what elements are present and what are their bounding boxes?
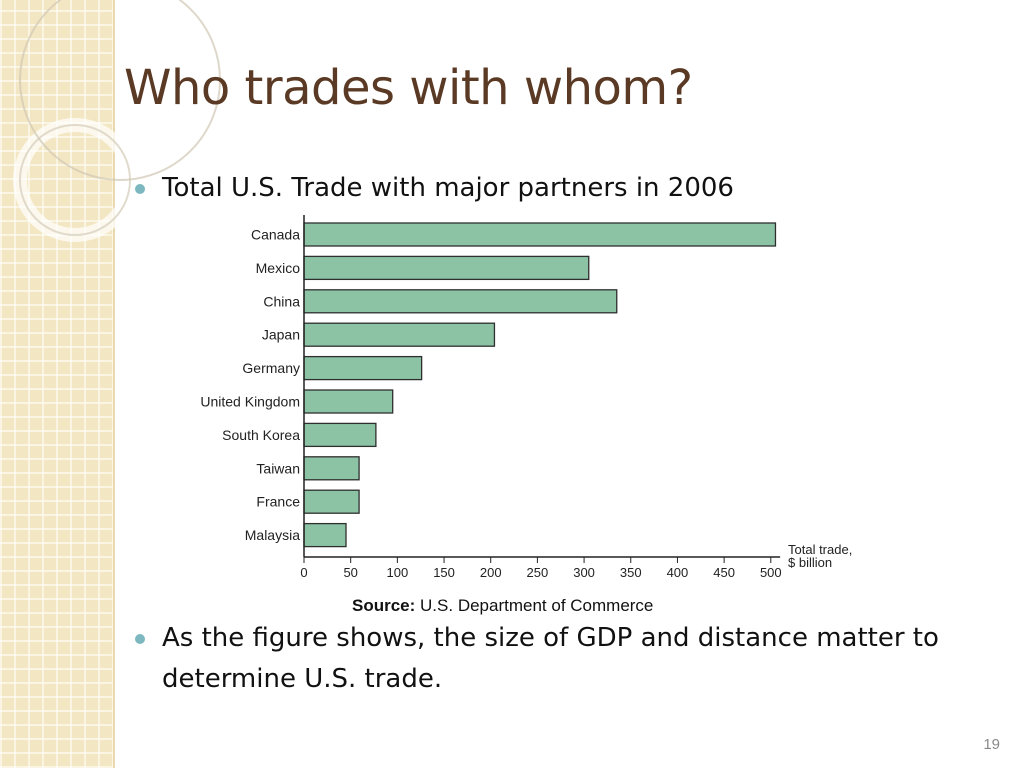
slide-title: Who trades with whom? xyxy=(124,60,693,116)
bar-mexico xyxy=(303,255,590,281)
x-tick-label: 500 xyxy=(760,565,782,580)
x-tick-label: 0 xyxy=(300,565,307,580)
category-label: United Kingdom xyxy=(200,394,300,410)
bar-malaysia xyxy=(303,522,347,548)
bar-germany xyxy=(303,355,423,381)
trade-bar-chart: Canada Mexico China Japan Germany United King… xyxy=(200,215,852,580)
x-tick-label: 150 xyxy=(433,565,455,580)
x-tick-label: 50 xyxy=(343,565,357,580)
bullet-dot-icon xyxy=(135,634,145,644)
category-label: Taiwan xyxy=(256,460,300,476)
bar-south-korea xyxy=(303,422,377,448)
category-label: Germany xyxy=(242,360,300,376)
bar-japan xyxy=(303,322,496,347)
bar-taiwan xyxy=(303,456,360,481)
x-tick-label: 200 xyxy=(480,565,502,580)
bullet-item: As the figure shows, the size of GDP and… xyxy=(135,618,1015,700)
x-tick-label: 400 xyxy=(667,565,689,580)
chart-source: Source: U.S. Department of Commerce xyxy=(352,596,653,616)
x-axis-label: $ billion xyxy=(788,555,832,570)
x-tick-label: 350 xyxy=(620,565,642,580)
source-text: U.S. Department of Commerce xyxy=(420,596,654,615)
bar-canada xyxy=(303,222,777,247)
bar-china xyxy=(303,289,618,314)
decorative-rings xyxy=(13,0,221,242)
bar-france xyxy=(303,489,360,514)
bullet-item: Total U.S. Trade with major partners in … xyxy=(135,168,1015,209)
x-tick-label: 100 xyxy=(387,565,409,580)
x-tick-label: 250 xyxy=(527,565,549,580)
x-tick-label: 450 xyxy=(713,565,735,580)
category-label: Canada xyxy=(251,227,300,243)
bullet-dot-icon xyxy=(135,184,145,194)
category-label: Malaysia xyxy=(245,527,300,543)
x-tick-label: 300 xyxy=(573,565,595,580)
category-label: Japan xyxy=(262,327,300,343)
category-label: China xyxy=(263,293,300,309)
bullet-text: Total U.S. Trade with major partners in … xyxy=(162,173,734,203)
source-label: Source: xyxy=(352,596,416,615)
category-label: South Korea xyxy=(222,427,300,443)
bullet-text: As the figure shows, the size of GDP and… xyxy=(162,623,939,694)
page-number: 19 xyxy=(983,736,1000,753)
x-axis-label: Total trade, xyxy=(788,542,852,557)
category-label: Mexico xyxy=(256,260,301,276)
bar-united-kingdom xyxy=(303,389,394,414)
category-label: France xyxy=(256,494,300,510)
